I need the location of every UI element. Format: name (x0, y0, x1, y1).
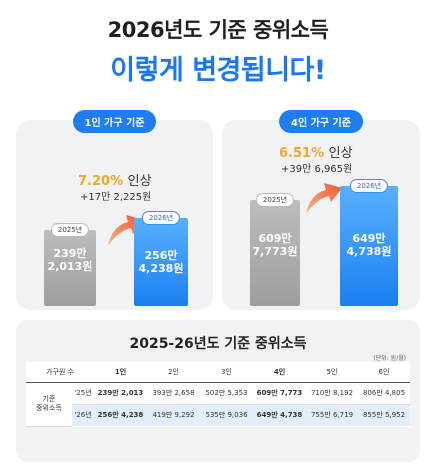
header-col-2: 2인 (168, 367, 179, 376)
cell-2026-1: 256만 4,238 (94, 404, 147, 426)
table-row: 기준 중위소득 '25년 239만 2,013 393만 2,658 502만 … (26, 382, 410, 427)
income-table-panel: 2025-26년도 기준 중위소득 (단위: 원/월) 가구원 수 1인 2인 … (16, 320, 420, 462)
income-table-unit: (단위: 원/월) (373, 355, 406, 362)
cell-2026-2: 419만 9,292 (147, 404, 200, 426)
one-person-rate-word: 인상 (127, 174, 152, 189)
cell-2026-6: 855만 5,952 (358, 404, 410, 426)
one-person-bar-2025-tag: 2025년 (50, 223, 90, 237)
headline-title: 2026년도 기준 중위소득 (107, 18, 329, 42)
four-person-bar-2026-tag: 2026년 (349, 179, 389, 193)
header-col-6: 6인 (378, 367, 390, 376)
four-person-diff: +39만 6,965원 (281, 164, 353, 175)
headline-subtitle: 이렇게 변경됩니다! (110, 55, 326, 86)
four-person-bar-2025-tag: 2025년 (255, 193, 295, 207)
four-person-rate-pct: 6.51% (279, 146, 325, 161)
one-person-bar-2026-line1: 256만 (144, 249, 178, 262)
one-person-bar-2026-tag: 2026년 (141, 211, 181, 225)
row-header-line2: 중위소득 (36, 404, 62, 412)
one-person-bar-2025-line1: 239만 (53, 247, 87, 260)
cell-2025-2: 393만 2,658 (147, 382, 200, 405)
one-person-pill: 1인 가구 기준 (72, 110, 157, 133)
one-person-panel: 1인 가구 기준 7.20% 인상 +17만 2,225원 2025년 239만… (16, 110, 213, 310)
up-arrow-icon (306, 183, 342, 214)
one-person-bar-2026-line2: 4,238원 (138, 262, 184, 275)
income-table-title: 2025-26년도 기준 중위소득 (129, 336, 307, 352)
one-person-rate-pct: 7.20% (78, 174, 124, 189)
four-person-bar-2026-line1: 649만 (352, 232, 386, 245)
four-person-bar-2025-line1: 609만 (258, 232, 292, 245)
one-person-bar-2025-line2: 2,013원 (47, 260, 93, 273)
four-person-bar-2025-line2: 7,773원 (252, 245, 298, 258)
income-table: 가구원 수 1인 2인 3인 4인 5인 6인 기준 중위소득 '25년 239… (26, 362, 410, 427)
row-header-line1: 기준 (42, 395, 56, 403)
one-person-bar-2026: 2026년 256만 4,238원 (134, 211, 188, 306)
row-header: 기준 중위소득 (26, 382, 72, 427)
one-person-rate: 7.20% 인상 (78, 170, 152, 189)
table-header-row: 가구원 수 1인 2인 3인 4인 5인 6인 (26, 362, 410, 382)
table-row: '26년 256만 4,238 419만 9,292 535만 9,036 64… (26, 404, 410, 426)
cell-2026-4: 649만 4,738 (253, 404, 306, 426)
four-person-bar-2025: 2025년 609만 7,773원 (250, 193, 300, 306)
four-person-panel: 4인 가구 기준 6.51% 인상 +39만 6,965원 2025년 609만… (222, 110, 420, 310)
header-col-1: 1인 (114, 367, 127, 376)
row-2025-label: '25년 (72, 382, 94, 405)
four-person-bar-2026: 2026년 649만 4,738원 (340, 179, 398, 306)
four-person-pill: 4인 가구 기준 (279, 110, 363, 133)
one-person-bar-2025: 2025년 239만 2,013원 (44, 223, 96, 306)
four-person-rate: 6.51% 인상 (279, 142, 353, 161)
header-col-3: 3인 (221, 367, 232, 376)
four-person-rate-word: 인상 (328, 146, 353, 161)
header-household-label: 가구원 수 (46, 367, 74, 376)
cell-2025-6: 806만 4,805 (358, 382, 410, 405)
cell-2025-4: 609만 7,773 (253, 382, 306, 405)
cell-2026-5: 755만 6,719 (306, 404, 358, 426)
row-2026-label: '26년 (72, 404, 94, 426)
header-col-5: 5인 (326, 367, 338, 376)
cell-2026-3: 535만 9,036 (200, 404, 253, 426)
cell-2025-3: 502만 5,353 (200, 382, 253, 405)
one-person-diff: +17만 2,225원 (80, 192, 152, 203)
four-person-bar-2026-line2: 4,738원 (346, 245, 392, 258)
header-col-4: 4인 (273, 367, 286, 376)
cell-2025-5: 710만 8,192 (306, 382, 358, 405)
cell-2025-1: 239만 2,013 (94, 382, 147, 405)
